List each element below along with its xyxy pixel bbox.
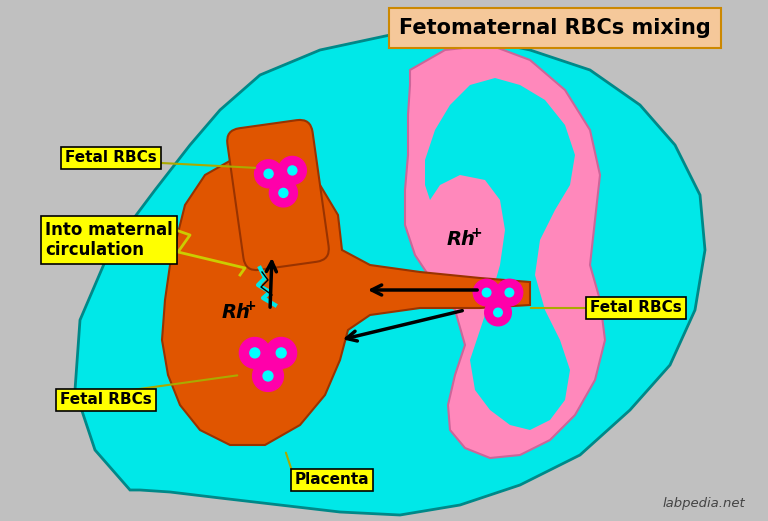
FancyBboxPatch shape bbox=[227, 120, 329, 270]
Circle shape bbox=[278, 156, 306, 184]
Text: Placenta: Placenta bbox=[295, 473, 369, 488]
Text: Fetal RBCs: Fetal RBCs bbox=[65, 151, 157, 166]
Text: +: + bbox=[470, 226, 482, 240]
Circle shape bbox=[279, 189, 288, 197]
Polygon shape bbox=[75, 35, 705, 515]
Text: +: + bbox=[245, 299, 257, 313]
Polygon shape bbox=[405, 45, 605, 458]
Circle shape bbox=[505, 288, 514, 297]
Text: Into maternal
circulation: Into maternal circulation bbox=[45, 220, 173, 259]
Polygon shape bbox=[425, 78, 575, 430]
Text: Rh: Rh bbox=[222, 303, 251, 322]
Text: Fetal RBCs: Fetal RBCs bbox=[60, 392, 152, 407]
Circle shape bbox=[482, 288, 491, 297]
Circle shape bbox=[253, 361, 283, 391]
Text: Fetal RBCs: Fetal RBCs bbox=[590, 301, 682, 316]
Polygon shape bbox=[162, 155, 530, 445]
Circle shape bbox=[254, 160, 283, 188]
Circle shape bbox=[263, 371, 273, 381]
Circle shape bbox=[240, 338, 270, 368]
Circle shape bbox=[276, 348, 286, 358]
Circle shape bbox=[270, 179, 297, 207]
Text: Fetomaternal RBCs mixing: Fetomaternal RBCs mixing bbox=[399, 18, 711, 38]
Circle shape bbox=[494, 308, 502, 317]
Circle shape bbox=[264, 169, 273, 178]
Circle shape bbox=[250, 348, 260, 358]
Circle shape bbox=[485, 299, 511, 326]
Text: labpedia.net: labpedia.net bbox=[662, 497, 745, 510]
Circle shape bbox=[473, 279, 500, 306]
Circle shape bbox=[288, 166, 297, 175]
Circle shape bbox=[266, 338, 296, 368]
Text: Rh: Rh bbox=[447, 230, 476, 249]
Circle shape bbox=[496, 279, 523, 306]
